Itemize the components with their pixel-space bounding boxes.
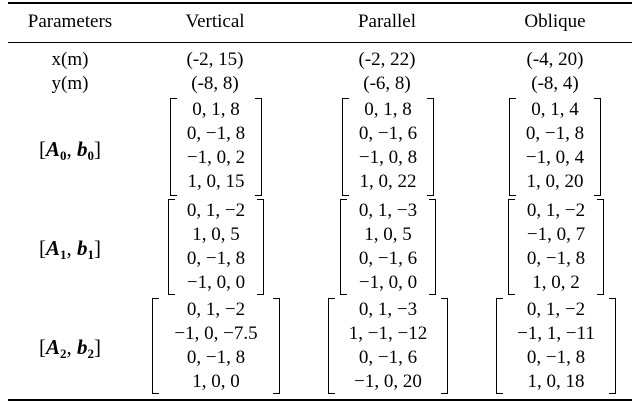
matrix-A2-parallel: 0, 1, −3 1, −1, −12 0, −1, 6 −1, 0, 20 [328, 298, 448, 394]
matrix-row: 1, 0, 5 [192, 224, 240, 245]
matrix-row: 0, 1, −2 [526, 200, 586, 221]
matrix-row: 0, −1, 8 [526, 248, 586, 269]
matrix-A1-oblique: 0, 1, −2 −1, 0, 7 0, −1, 8 1, 0, 2 [508, 199, 604, 295]
matrix-A0-vertical: 0, 1, 8 0, −1, 8 −1, 0, 2 1, 0, 15 [170, 98, 262, 196]
matrix-row: 1, 0, 20 [526, 171, 584, 192]
x-parallel: (-2, 22) [358, 49, 416, 70]
row-label-x: x(m) [51, 49, 89, 70]
bottom-rule [8, 399, 632, 401]
matrix-row: 0, −1, 8 [186, 347, 246, 368]
matrix-row: 0, 1, −2 [186, 299, 246, 320]
label-A1-b1: [A1, b1] [38, 236, 101, 262]
matrix-row: 0, 1, −3 [358, 200, 418, 221]
top-rule [8, 2, 632, 4]
matrix-row: −1, 0, 0 [186, 272, 246, 293]
matrix-row: 1, 0, 5 [364, 224, 412, 245]
matrix-A2-oblique: 0, 1, −2 −1, 1, −11 0, −1, 8 1, 0, 18 [496, 298, 616, 394]
matrix-row: −1, 0, 7 [526, 224, 586, 245]
matrix-A1-vertical: 0, 1, −2 1, 0, 5 0, −1, 8 −1, 0, 0 [168, 199, 264, 295]
matrix-row: 0, −1, 8 [186, 248, 246, 269]
matrix-row: 1, 0, 2 [532, 272, 580, 293]
y-oblique: (-8, 4) [531, 73, 579, 94]
matrix-row: −1, 0, 4 [525, 147, 585, 168]
header-vertical: Vertical [185, 11, 245, 32]
matrix-row: 0, −1, 6 [358, 347, 418, 368]
matrix-row: 0, 1, 8 [364, 99, 412, 120]
matrix-row: −1, 0, −7.5 [174, 323, 258, 344]
y-vertical: (-8, 8) [191, 73, 239, 94]
matrix-A2-vertical: 0, 1, −2 −1, 0, −7.5 0, −1, 8 1, 0, 0 [152, 298, 280, 394]
matrix-A0-oblique: 0, 1, 4 0, −1, 8 −1, 0, 4 1, 0, 20 [509, 98, 601, 196]
matrix-row: 1, 0, 0 [192, 371, 240, 392]
header-parameters: Parameters [27, 11, 113, 32]
matrix-row: 0, −1, 8 [186, 123, 246, 144]
row-label-y: y(m) [51, 73, 89, 94]
matrix-row: 0, 1, −3 [358, 299, 418, 320]
matrix-row: 0, −1, 8 [525, 123, 585, 144]
matrix-row: −1, 0, 8 [358, 147, 418, 168]
label-A2-b2: [A2, b2] [38, 335, 101, 361]
matrix-row: −1, 1, −11 [517, 323, 595, 344]
matrix-row: 1, 0, 15 [187, 171, 245, 192]
matrix-row: 0, −1, 8 [526, 347, 586, 368]
matrix-row: 0, 1, −2 [186, 200, 246, 221]
matrix-row: 0, −1, 6 [358, 248, 418, 269]
matrix-row: 1, 0, 18 [527, 371, 585, 392]
matrix-row: 1, 0, 22 [359, 171, 417, 192]
matrix-row: 0, 1, −2 [526, 299, 586, 320]
matrix-A0-parallel: 0, 1, 8 0, −1, 6 −1, 0, 8 1, 0, 22 [342, 98, 434, 196]
label-A0-b0: [A0, b0] [38, 137, 101, 163]
y-parallel: (-6, 8) [363, 73, 411, 94]
matrix-A1-parallel: 0, 1, −3 1, 0, 5 0, −1, 6 −1, 0, 0 [340, 199, 436, 295]
header-parallel: Parallel [357, 11, 417, 32]
matrix-row: 0, 1, 8 [192, 99, 240, 120]
matrix-row: −1, 0, 0 [358, 272, 418, 293]
matrix-row: −1, 0, 20 [354, 371, 422, 392]
x-vertical: (-2, 15) [186, 49, 244, 70]
x-oblique: (-4, 20) [526, 49, 584, 70]
header-oblique: Oblique [524, 11, 586, 32]
matrix-row: −1, 0, 2 [186, 147, 246, 168]
header-rule [8, 42, 632, 43]
matrix-row: 0, 1, 4 [531, 99, 579, 120]
matrix-row: 0, −1, 6 [358, 123, 418, 144]
matrix-row: 1, −1, −12 [348, 323, 428, 344]
